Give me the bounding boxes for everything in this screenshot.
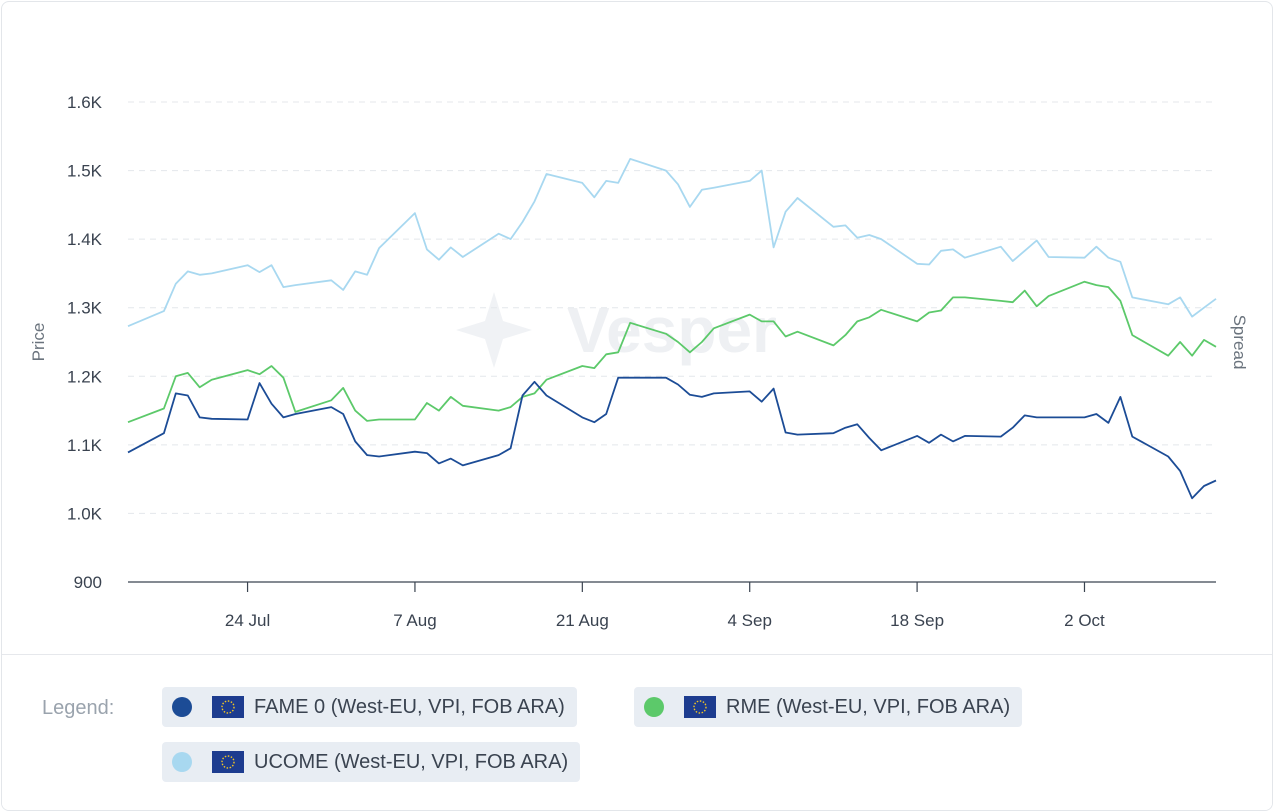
y-tick-label: 1.3K bbox=[67, 299, 103, 318]
watermark: Vesper bbox=[456, 292, 777, 368]
series-line bbox=[127, 157, 1217, 328]
x-tick-label: 24 Jul bbox=[225, 611, 270, 630]
x-tick-label: 2 Oct bbox=[1064, 611, 1105, 630]
legend-item-rme[interactable]: RME (West-EU, VPI, FOB ARA) bbox=[634, 687, 1023, 727]
x-axis: 24 Jul 7 Aug 21 Aug 4 Sep 18 Sep 2 Oct bbox=[128, 581, 1216, 630]
eu-flag-icon bbox=[212, 696, 244, 718]
price-chart: Vesper 900 1.0K 1.1K 1.2K 1.3K 1.4K 1.5K 1.6K 2… bbox=[29, 93, 1249, 630]
y-tick-label: 1.0K bbox=[67, 504, 103, 523]
y-tick-label: 1.2K bbox=[67, 367, 103, 386]
legend: Legend: FAME 0 (West-EU, VPI, FOB ARA) R… bbox=[2, 655, 1272, 810]
legend-item-fame0[interactable]: FAME 0 (West-EU, VPI, FOB ARA) bbox=[162, 687, 577, 727]
legend-item-ucome[interactable]: UCOME (West-EU, VPI, FOB ARA) bbox=[162, 742, 581, 782]
grid-lines bbox=[128, 101, 1216, 514]
y-tick-label: 900 bbox=[74, 573, 102, 592]
y-tick-label: 1.5K bbox=[67, 162, 103, 181]
legend-item-label: RME (West-EU, VPI, FOB ARA) bbox=[726, 695, 1011, 718]
vesper-logo-icon bbox=[456, 292, 532, 368]
y2-axis-title: Spread bbox=[1230, 315, 1249, 370]
series-color-dot bbox=[172, 752, 192, 772]
series-line bbox=[127, 280, 1217, 424]
series-color-dot bbox=[644, 697, 664, 717]
eu-flag-icon bbox=[684, 696, 716, 718]
y-tick-label: 1.1K bbox=[67, 436, 103, 455]
y-tick-label: 1.6K bbox=[67, 93, 103, 112]
series-line bbox=[127, 376, 1217, 500]
y-tick-label: 1.4K bbox=[67, 230, 103, 249]
y-axis-ticks: 900 1.0K 1.1K 1.2K 1.3K 1.4K 1.5K 1.6K bbox=[67, 93, 103, 592]
watermark-text: Vesper bbox=[567, 294, 777, 366]
x-tick-label: 7 Aug bbox=[393, 611, 437, 630]
series-lines bbox=[127, 157, 1217, 500]
legend-divider bbox=[2, 654, 1272, 655]
series-color-dot bbox=[172, 697, 192, 717]
legend-item-label: FAME 0 (West-EU, VPI, FOB ARA) bbox=[254, 695, 565, 718]
x-tick-label: 21 Aug bbox=[556, 611, 609, 630]
legend-item-label: UCOME (West-EU, VPI, FOB ARA) bbox=[254, 750, 569, 773]
x-tick-label: 4 Sep bbox=[727, 611, 771, 630]
eu-flag-icon bbox=[212, 751, 244, 773]
legend-title: Legend: bbox=[42, 697, 115, 719]
x-tick-label: 18 Sep bbox=[890, 611, 944, 630]
y-axis-title: Price bbox=[29, 323, 48, 362]
